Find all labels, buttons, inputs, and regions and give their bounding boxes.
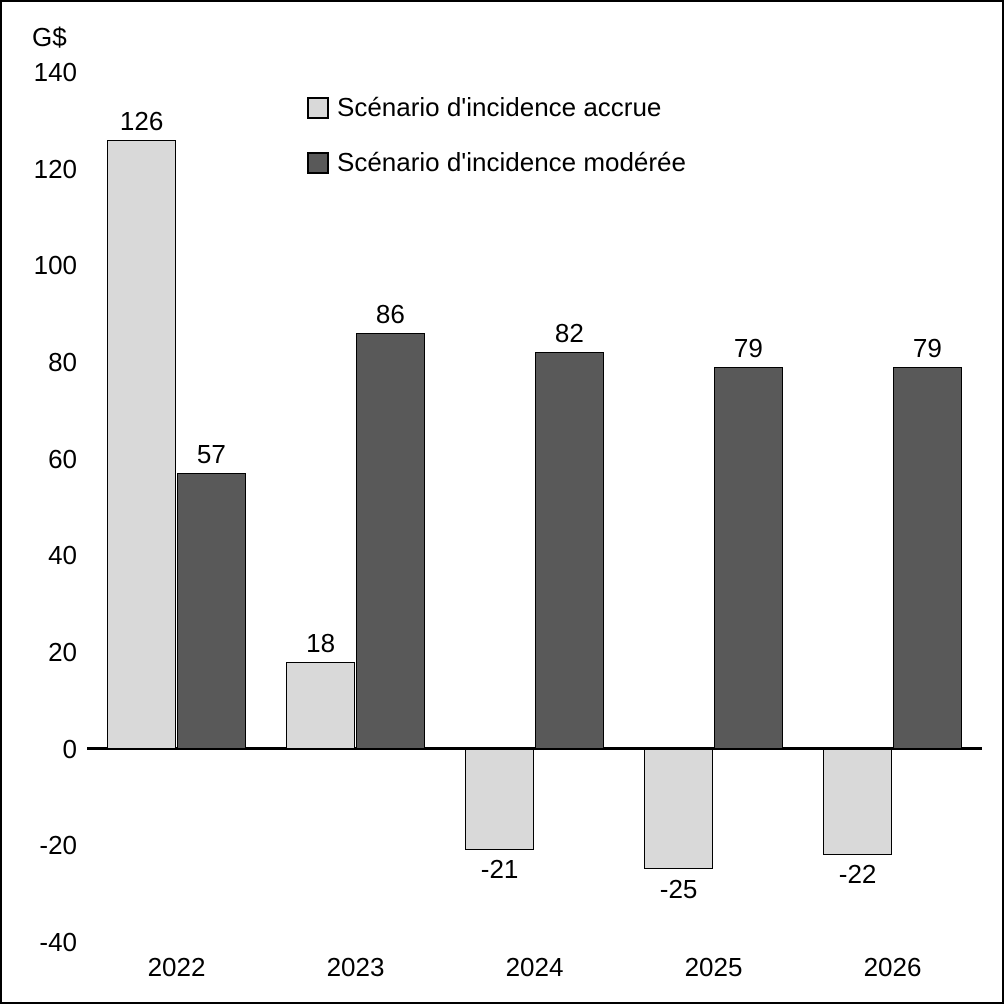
legend-label: Scénario d'incidence modérée [337,147,686,178]
legend-label: Scénario d'incidence accrue [337,92,661,123]
y-tick-label: -20 [17,830,77,861]
y-tick-label: 60 [17,444,77,475]
y-tick-label: 100 [17,250,77,281]
bar-accrue [465,749,535,851]
bar-value-label: 79 [734,333,763,364]
legend-item-accrue: Scénario d'incidence accrue [307,92,686,123]
x-tick-label: 2026 [864,952,922,983]
bar-value-label: -21 [481,854,519,885]
bar-accrue [107,140,177,749]
legend-item-moderee: Scénario d'incidence modérée [307,147,686,178]
y-tick-label: 20 [17,637,77,668]
x-tick-label: 2023 [327,952,385,983]
bar-moderee [356,333,426,749]
y-tick-label: 140 [17,57,77,88]
bar-moderee [893,367,963,749]
y-axis-unit-label: G$ [32,22,67,53]
x-tick-label: 2022 [148,952,206,983]
bar-value-label: -22 [839,859,877,890]
x-tick-label: 2024 [506,952,564,983]
bar-value-label: 18 [306,628,335,659]
y-tick-label: -40 [17,927,77,958]
y-tick-label: 80 [17,347,77,378]
bar-moderee [177,473,247,749]
legend-swatch-icon [307,152,329,174]
bar-value-label: 82 [555,318,584,349]
bar-accrue [823,749,893,855]
legend: Scénario d'incidence accrue Scénario d'in… [307,92,686,202]
bar-moderee [535,352,605,748]
legend-swatch-icon [307,97,329,119]
bar-value-label: 86 [376,299,405,330]
y-tick-label: 120 [17,154,77,185]
bar-accrue [644,749,714,870]
bar-value-label: -25 [660,874,698,905]
bar-moderee [714,367,784,749]
bar-value-label: 79 [913,333,942,364]
y-tick-label: 40 [17,540,77,571]
chart-container: G$ -40 -20 0 20 40 60 80 100 120 140 2022 2023 2024… [0,0,1004,1004]
bar-accrue [286,662,356,749]
bar-value-label: 126 [120,106,163,137]
bar-value-label: 57 [197,439,226,470]
y-tick-label: 0 [17,734,77,765]
x-tick-label: 2025 [685,952,743,983]
